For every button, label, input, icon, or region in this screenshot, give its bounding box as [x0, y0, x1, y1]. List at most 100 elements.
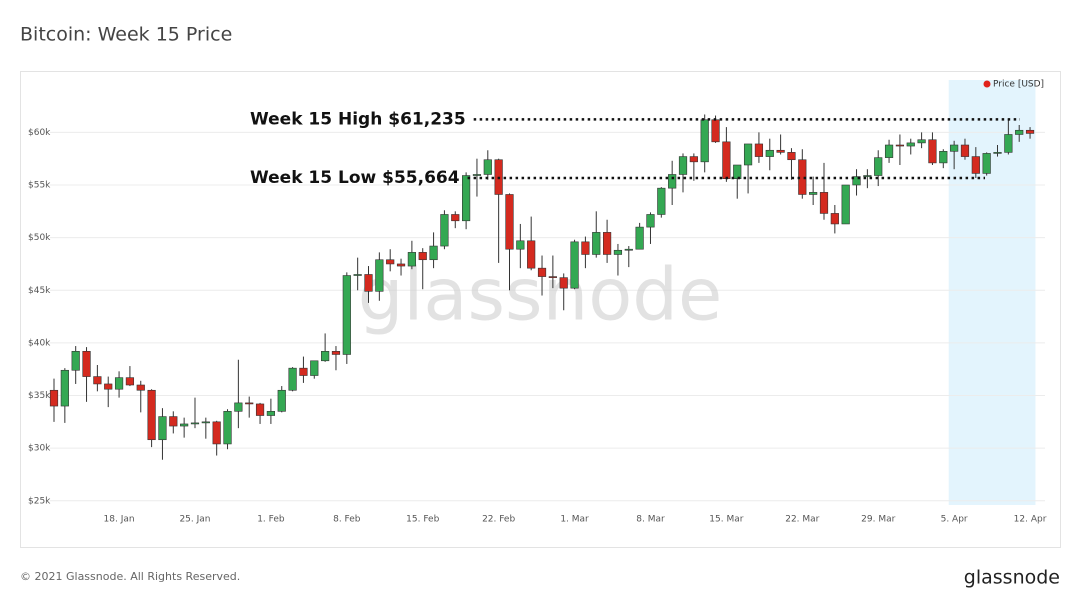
candle-body	[950, 144, 959, 152]
candle-body	[440, 214, 449, 247]
candle-body	[939, 151, 948, 164]
legend-label: Price [USD]	[993, 80, 1044, 90]
x-tick-label: 8. Feb	[333, 515, 361, 525]
candle-body	[234, 402, 243, 412]
y-tick-label: $35k	[28, 391, 51, 401]
candle-body	[733, 164, 742, 179]
candle-body	[743, 143, 753, 166]
candle-body	[1015, 129, 1024, 135]
candle-body	[299, 367, 308, 376]
y-tick-label: $40k	[28, 338, 51, 348]
x-tick-label: 22. Mar	[785, 515, 819, 525]
candle-body	[483, 159, 492, 175]
candle-body	[93, 376, 102, 385]
candle-body	[462, 175, 471, 222]
candle-body	[765, 149, 774, 157]
candle-body	[429, 245, 438, 261]
watermark: glassnode	[358, 253, 723, 337]
candle-body	[223, 411, 232, 445]
candle-body	[310, 360, 319, 376]
candle-body	[657, 187, 666, 215]
annotation-label: Week 15 Low $55,664	[250, 168, 460, 188]
legend-marker	[983, 80, 991, 88]
candle-body	[689, 156, 698, 163]
candle-body	[928, 139, 937, 164]
candle-body	[700, 119, 709, 163]
candle-body	[874, 157, 883, 176]
candle-body	[71, 351, 80, 371]
candle-body	[201, 421, 210, 424]
logo: glassnode	[964, 567, 1060, 589]
x-tick-label: 15. Feb	[406, 515, 439, 525]
candle-body	[516, 240, 525, 250]
candle-body	[613, 249, 623, 255]
candle-body	[60, 369, 69, 407]
x-tick-label: 15. Mar	[709, 515, 743, 525]
candle-body	[678, 156, 688, 175]
y-tick-label: $30k	[28, 444, 51, 454]
candle-body	[960, 144, 970, 157]
candle-body	[125, 377, 135, 386]
candle-body	[971, 156, 980, 174]
candle-body	[114, 377, 124, 390]
candle-body	[136, 384, 145, 391]
candle-body	[635, 226, 644, 250]
candle-body	[570, 241, 579, 289]
y-tick-label: $50k	[28, 233, 51, 243]
candle-body	[472, 174, 482, 176]
candle-body	[342, 275, 351, 355]
chart-frame	[20, 71, 1061, 548]
candle-body	[180, 423, 189, 427]
candle-body	[418, 252, 427, 261]
candle-body	[158, 416, 167, 441]
candle-body	[212, 421, 221, 445]
candle-body	[396, 263, 406, 267]
candle-body	[364, 274, 373, 292]
x-tick-label: 1. Feb	[257, 515, 285, 525]
candle-body	[266, 411, 276, 416]
y-tick-label: $25k	[28, 496, 51, 506]
candle-body	[1004, 134, 1013, 153]
y-tick-label: $45k	[28, 286, 51, 296]
candle-body	[819, 192, 829, 214]
candle-body	[1025, 129, 1035, 134]
candle-body	[852, 176, 861, 186]
candle-body	[190, 422, 200, 425]
candle-body	[776, 149, 785, 153]
y-tick-label: $60k	[28, 128, 51, 138]
candle-body	[82, 351, 91, 377]
candle-body	[754, 143, 764, 157]
candle-body	[668, 174, 677, 189]
candle-body	[548, 276, 557, 278]
highlight-band	[948, 80, 1036, 505]
candle-body	[982, 153, 991, 174]
candle-body	[407, 252, 416, 267]
candle-body	[624, 248, 633, 251]
candle-body	[646, 214, 655, 228]
candle-body	[559, 277, 568, 289]
candle-body	[505, 194, 514, 250]
candle-body	[537, 267, 547, 277]
x-tick-label: 29. Mar	[861, 515, 895, 525]
candle-body	[722, 141, 731, 179]
candle-body	[906, 142, 915, 147]
candle-body	[830, 213, 839, 225]
x-tick-label: 25. Jan	[179, 515, 210, 525]
candle-body	[321, 351, 330, 362]
candle-body	[386, 259, 395, 265]
candle-body	[581, 241, 590, 255]
candle-body	[375, 259, 384, 292]
candle-body	[809, 192, 818, 195]
candle-body	[331, 351, 341, 355]
candle-body	[993, 152, 1002, 154]
x-tick-label: 12. Apr	[1014, 515, 1047, 525]
y-tick-label: $55k	[28, 181, 51, 191]
chart-title: Bitcoin: Week 15 Price	[20, 24, 232, 46]
candle-body	[147, 389, 156, 441]
candle-body	[255, 403, 265, 416]
candle-body	[592, 232, 601, 255]
footer: © 2021 Glassnode. All Rights Reserved.	[20, 570, 240, 583]
candle-body	[602, 232, 612, 255]
candle-body	[917, 139, 926, 144]
